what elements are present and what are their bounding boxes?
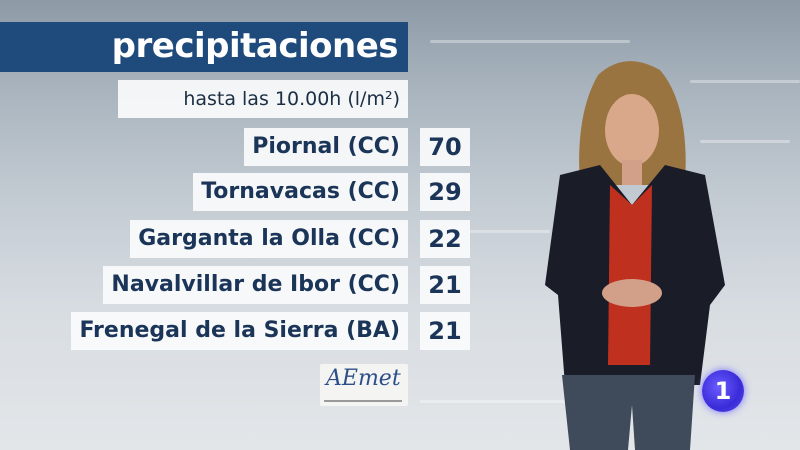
- precip-value: 22: [420, 220, 470, 258]
- table-row: Garganta la Olla (CC) 22: [0, 220, 470, 258]
- presenter-figure: [545, 61, 725, 450]
- place-name: Piornal (CC): [244, 128, 408, 166]
- presenter-hands: [602, 279, 662, 307]
- precip-value: 21: [420, 266, 470, 304]
- table-row: Tornavacas (CC) 29: [0, 173, 470, 211]
- table-row: Frenegal de la Sierra (BA) 21: [0, 312, 470, 350]
- background-streak: [700, 140, 790, 143]
- channel-logo: 1: [702, 370, 744, 412]
- presenter-face: [605, 94, 659, 166]
- precip-value: 29: [420, 173, 470, 211]
- precip-value: 21: [420, 312, 470, 350]
- background-streak: [470, 230, 550, 233]
- table-row: Piornal (CC) 70: [0, 128, 470, 166]
- background-streak: [690, 80, 800, 83]
- background-streak: [420, 400, 570, 403]
- aemet-logo: AEmet: [320, 364, 408, 406]
- table-row: Navalvillar de Ibor (CC) 21: [0, 266, 470, 304]
- background-streak: [430, 40, 630, 43]
- place-name: Frenegal de la Sierra (BA): [71, 312, 408, 350]
- aemet-logo-text: AEmet: [326, 366, 401, 391]
- title-banner: precipitaciones: [0, 22, 408, 72]
- place-name: Garganta la Olla (CC): [130, 220, 408, 258]
- place-name: Navalvillar de Ibor (CC): [103, 266, 408, 304]
- presenter-jeans: [562, 375, 695, 450]
- presenter-top: [608, 185, 652, 365]
- place-name: Tornavacas (CC): [193, 173, 408, 211]
- precip-value: 70: [420, 128, 470, 166]
- subtitle: hasta las 10.00h (l/m²): [118, 80, 408, 118]
